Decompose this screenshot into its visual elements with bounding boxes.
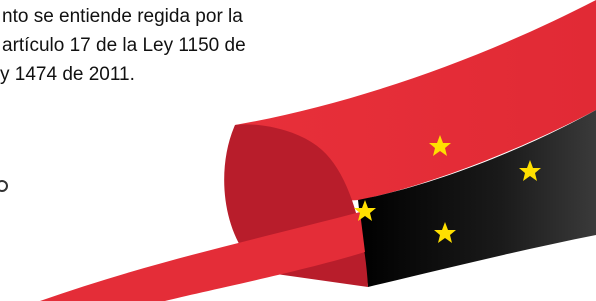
text-line: nto se entiende regida por la — [2, 6, 243, 28]
ribbon-red-front — [40, 212, 365, 301]
page: nto se entiende regida por la artículo 1… — [0, 0, 596, 301]
text-line: y 1474 de 2011. — [0, 64, 135, 86]
text-line: artículo 17 de la Ley 1150 de — [2, 35, 246, 57]
bullet-fragment — [0, 181, 7, 191]
